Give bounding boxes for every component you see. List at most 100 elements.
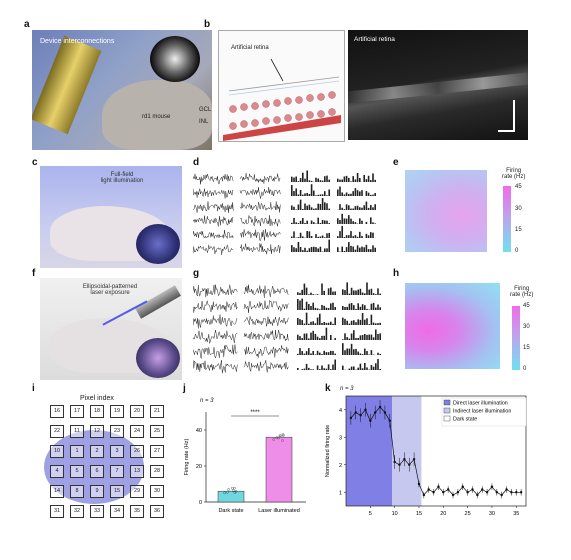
histogram-bar [366,367,368,370]
histogram-bar [327,364,330,370]
k-data-point [373,411,377,414]
histogram-bar [370,365,373,370]
histogram-bar [316,308,319,310]
histogram-bar [370,204,372,210]
pixel-cell: 14 [50,485,64,498]
histogram-bar [375,307,377,310]
histogram-bar [366,351,368,355]
pixel-cell: 5 [70,465,84,478]
histogram-bar [303,353,306,355]
histogram-bar [345,192,348,196]
histogram-bar [372,302,375,310]
histogram-bar [375,323,377,325]
histogram-bar [379,368,381,370]
k-data-point [388,419,391,422]
histogram-bar [361,292,364,295]
pixel-cell: 21 [150,405,164,418]
pixel-cell: 10 [50,445,64,458]
spike-trace [243,316,289,327]
histogram-bar [350,333,353,340]
j-data-point [281,439,284,442]
histogram-bar [353,320,355,325]
histogram-bar [299,246,302,252]
histogram-bar [327,322,330,325]
j-n-text: n = 3 [200,398,214,404]
histogram-bar [352,208,354,210]
spike-trace [193,243,234,255]
gcl-label: GCL [199,107,212,113]
histogram-bar [364,333,366,340]
histogram-bar [372,194,374,196]
histogram-bar [370,303,373,310]
histogram-bar [342,305,344,310]
k-indirect-region [392,396,422,506]
histogram-bar [305,312,308,325]
histogram-bar [304,222,306,224]
histogram-bar [291,245,293,252]
pixel-cell: 6 [90,465,104,478]
histogram-bar [323,350,325,355]
histogram-bar [305,301,308,310]
histogram-bar [328,223,330,224]
colorbar-e [503,186,511,252]
panel-i-label: i [32,383,35,394]
histogram-bar [317,194,319,196]
histogram-bar [348,242,350,252]
histogram-bar [339,219,341,224]
panel-f-label: f [32,268,36,279]
k-data-point [515,491,518,494]
histogram-bar [354,206,357,210]
histogram-bar [363,247,365,252]
histogram-bar [293,190,295,196]
histogram-bar [303,323,306,325]
pixel-cell: 2 [90,445,104,458]
histogram-bar [339,186,341,196]
histogram-bar [303,333,306,340]
histogram-bar [316,365,319,370]
histogram-bar [304,203,306,210]
histogram-bar [374,247,376,252]
k-xtick-label: 15 [416,511,422,517]
histogram-bar [317,217,319,224]
histogram-bar [334,317,336,325]
histogram-bar [310,353,312,355]
histogram-bar [350,181,352,182]
rd1-mouse-text: rd1 mouse [142,114,171,120]
histogram-bar [299,336,301,340]
histogram-bar [372,173,374,182]
k-data-point [451,493,455,497]
spike-trace [193,299,238,313]
retina-diagram-svg [223,58,341,141]
histogram-bar [293,231,295,238]
histogram-bar [337,218,339,224]
spike-trace [193,188,234,199]
histogram-bar [372,366,375,370]
histogram-bar [326,248,328,252]
k-data-point [500,493,503,497]
histogram-bar [364,348,366,355]
histogram-bar [324,191,326,196]
histogram-bar [342,289,344,295]
histogram-bar [291,205,293,210]
pixel-cell: 36 [150,505,164,518]
pixel-cell: 11 [70,425,84,438]
k-ytick-label: 3 [339,435,342,441]
histogram-bar [302,208,304,210]
histogram-bar [361,220,363,224]
k-data-point [422,493,426,497]
histogram-bar [297,241,300,252]
k-data-point [427,488,430,491]
histogram-bar [344,333,346,340]
histogram-bar [332,302,334,310]
histogram-bar [326,203,328,210]
k-xtick-label: 10 [392,511,398,517]
j-data-point [272,438,276,441]
histogram-bar [372,222,374,224]
histogram-bar [328,232,330,238]
histogram-bar [337,178,339,182]
histogram-bar [346,282,348,295]
k-legend-box [441,397,527,427]
histogram-bar [308,338,310,340]
histogram-bar [321,283,323,295]
histogram-bar [372,322,375,325]
